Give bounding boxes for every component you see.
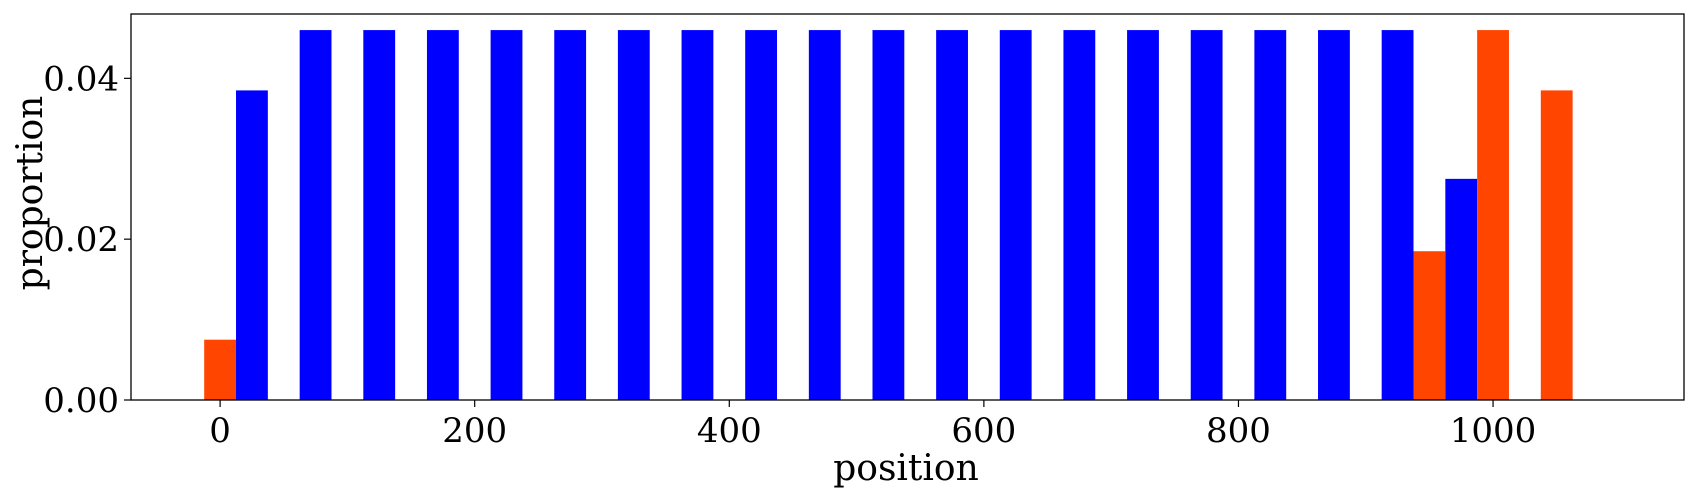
bar-series1-425 bbox=[745, 30, 778, 400]
bar-series2-0 bbox=[204, 339, 237, 400]
bar-series2-1000 bbox=[1477, 30, 1509, 400]
bar-series1-675 bbox=[1063, 30, 1096, 400]
bar-series1-575 bbox=[936, 30, 968, 400]
bar-series1-775 bbox=[1190, 30, 1223, 400]
bar-series1-75 bbox=[299, 30, 332, 400]
x-tick-label: 200 bbox=[442, 411, 507, 451]
bar-series1-825 bbox=[1254, 30, 1287, 400]
y-axis: 0.00 0.02 0.04 bbox=[43, 59, 131, 421]
x-tick-label: 400 bbox=[697, 411, 762, 451]
bar-series1-475 bbox=[808, 30, 841, 400]
y-tick-label: 0.02 bbox=[43, 220, 119, 260]
bar-series1-975 bbox=[1445, 178, 1478, 400]
bar-series1-275 bbox=[554, 30, 587, 400]
bar-series1-925 bbox=[1381, 30, 1414, 400]
y-axis-label: proportion bbox=[10, 96, 51, 291]
bar-series2-950 bbox=[1413, 251, 1446, 400]
bar-series2-1050 bbox=[1540, 90, 1573, 400]
bar-series1-175 bbox=[426, 30, 459, 400]
bar-series1-375 bbox=[681, 30, 714, 400]
y-tick-label: 0.04 bbox=[43, 59, 119, 99]
bar-series1-225 bbox=[490, 30, 523, 400]
x-axis-label: position bbox=[833, 448, 979, 489]
bar-series1-875 bbox=[1318, 30, 1350, 400]
bar-series1-725 bbox=[1127, 30, 1159, 400]
bar-series1-325 bbox=[617, 30, 650, 400]
x-axis: 0 200 400 600 800 1000 bbox=[209, 400, 1536, 451]
plot-frame bbox=[130, 13, 1685, 401]
bar-series1-625 bbox=[999, 30, 1032, 400]
x-tick-label: 800 bbox=[1206, 411, 1271, 451]
x-tick-label: 1000 bbox=[1450, 411, 1537, 451]
y-tick-label: 0.00 bbox=[43, 381, 119, 421]
bar-series1-125 bbox=[363, 30, 396, 400]
bar-series1-525 bbox=[872, 30, 905, 400]
x-tick-label: 600 bbox=[951, 411, 1016, 451]
bars-layer bbox=[204, 30, 1573, 400]
x-tick-label: 0 bbox=[209, 411, 231, 451]
bar-series1-25 bbox=[236, 90, 268, 400]
